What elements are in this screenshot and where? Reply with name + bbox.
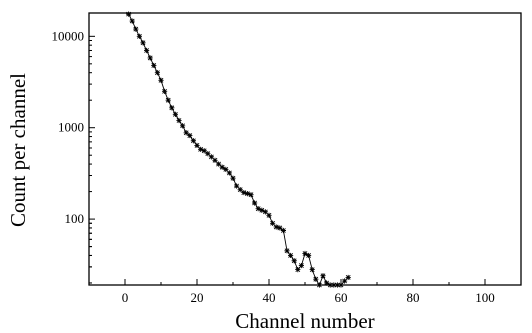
- data-point: [309, 267, 315, 273]
- data-point: [262, 209, 268, 215]
- y-tick-label: 100: [65, 211, 85, 226]
- x-tick-label: 80: [407, 290, 420, 305]
- data-point: [331, 282, 337, 288]
- data-point: [162, 88, 168, 94]
- data-point: [183, 130, 189, 136]
- data-point: [334, 282, 340, 288]
- data-point: [201, 148, 207, 154]
- data-point: [190, 138, 196, 144]
- data-point: [255, 206, 261, 212]
- x-tick-label: 60: [335, 290, 348, 305]
- data-point: [198, 146, 204, 152]
- data-point: [291, 258, 297, 264]
- data-point: [205, 151, 211, 157]
- data-point: [140, 40, 146, 46]
- data-point: [338, 282, 344, 288]
- y-tick-label: 10000: [52, 28, 85, 43]
- data-point: [244, 191, 250, 197]
- data-point: [277, 225, 283, 231]
- data-point: [212, 157, 218, 163]
- y-axis-title: Count per channel: [6, 73, 30, 227]
- data-point: [172, 111, 178, 117]
- data-point: [226, 170, 232, 176]
- data-point: [216, 161, 222, 167]
- data-point: [259, 207, 265, 213]
- data-point: [313, 276, 319, 282]
- data-point: [237, 187, 243, 193]
- tick-labels: 0 20 40 60 80 100 100 1000 10000: [52, 28, 495, 305]
- data-point: [345, 274, 351, 281]
- data-point: [306, 252, 312, 259]
- x-tick-label: 100: [475, 290, 495, 305]
- data-point: [230, 175, 236, 181]
- data-point: [129, 18, 135, 24]
- data-point: [147, 55, 153, 61]
- data-point: [342, 278, 348, 284]
- data-point: [248, 192, 254, 198]
- data-point: [288, 252, 294, 259]
- data-point: [316, 282, 322, 288]
- data-point: [133, 26, 139, 32]
- data-point: [151, 62, 157, 69]
- data-point: [284, 248, 290, 254]
- y-tick-label: 1000: [58, 120, 84, 135]
- data-point: [241, 189, 247, 196]
- data-point: [180, 123, 186, 129]
- data-point: [169, 105, 175, 111]
- data-point: [144, 47, 150, 54]
- data-series: [126, 11, 351, 288]
- data-point: [298, 262, 304, 269]
- data-point: [208, 154, 214, 160]
- data-point: [302, 250, 308, 257]
- plot-frame: [88, 12, 522, 286]
- data-point: [280, 227, 286, 234]
- data-point: [234, 183, 240, 189]
- axis-ticks: [89, 35, 486, 285]
- data-point: [165, 97, 171, 103]
- data-point: [154, 70, 160, 76]
- data-point: [270, 220, 276, 226]
- data-point: [223, 166, 229, 172]
- data-point: [194, 142, 200, 149]
- data-point: [176, 117, 182, 124]
- series-line: [128, 13, 349, 287]
- x-axis-title: Channel number: [235, 309, 374, 333]
- data-point: [126, 11, 132, 17]
- data-point: [219, 164, 225, 170]
- data-point: [327, 282, 333, 288]
- x-tick-label: 20: [191, 290, 204, 305]
- data-point: [266, 212, 272, 218]
- x-tick-label: 40: [263, 290, 276, 305]
- data-point: [136, 33, 142, 39]
- data-point: [187, 132, 193, 139]
- data-point: [273, 224, 279, 230]
- x-tick-label: 0: [122, 290, 129, 305]
- data-point: [320, 273, 326, 279]
- data-point: [324, 280, 330, 286]
- data-point: [252, 200, 258, 206]
- data-point: [158, 77, 164, 83]
- data-point: [295, 267, 301, 273]
